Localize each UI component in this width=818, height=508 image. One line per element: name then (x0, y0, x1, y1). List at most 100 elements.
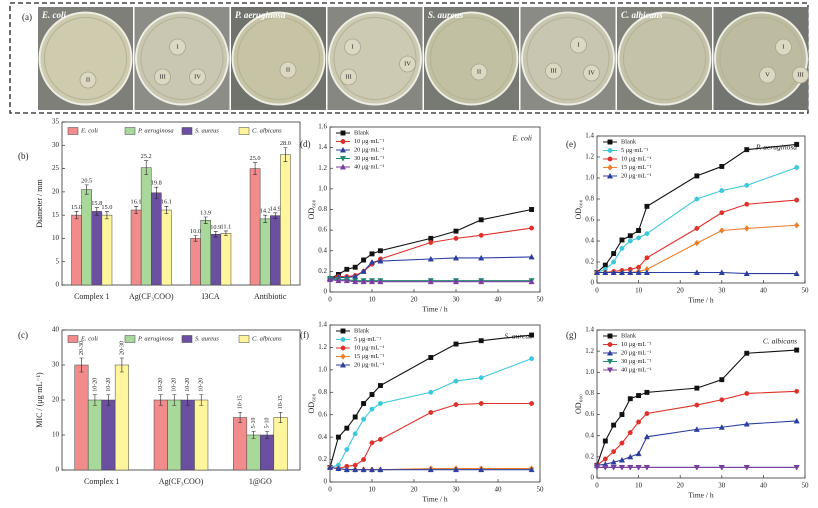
marker (360, 278, 367, 285)
marker (528, 466, 535, 473)
disc (792, 66, 809, 84)
bar (249, 168, 261, 286)
panel-label: (a) (22, 12, 32, 22)
legend-marker (339, 361, 347, 368)
marker (427, 278, 434, 285)
legend-marker (339, 146, 347, 153)
annotation: E. coli (511, 134, 532, 143)
y-tick-label: 1.4 (585, 326, 594, 334)
disc-label: III (159, 73, 166, 80)
x-tick-label: 0 (328, 296, 332, 304)
marker (593, 464, 601, 471)
y-tick-label: 0.4 (318, 433, 327, 441)
error-bar (213, 231, 218, 238)
y-tick-label: 5 (56, 257, 60, 265)
plot-frame (61, 121, 301, 286)
value-label: 28.0 (280, 140, 291, 147)
petri-inner (140, 17, 224, 100)
marker (369, 392, 375, 397)
marker (619, 440, 625, 446)
series-line (597, 224, 797, 274)
marker (694, 239, 700, 247)
marker (478, 338, 484, 344)
bar (71, 214, 82, 286)
disc-label: V (765, 71, 770, 78)
y-tick-label: 0.6 (585, 216, 594, 224)
marker (793, 464, 800, 471)
marker (369, 406, 375, 412)
marker (794, 388, 800, 394)
marker (602, 438, 608, 444)
marker (529, 401, 535, 406)
legend-label: 5 μg·mL⁻¹ (354, 336, 381, 343)
marker (352, 264, 358, 270)
plot-frame (596, 329, 806, 479)
marker (694, 385, 700, 391)
disc (583, 64, 600, 82)
marker (619, 412, 625, 418)
x-tick-label: Antibiotic (254, 292, 287, 301)
x-tick-label: 30 (718, 287, 726, 295)
legend-marker (606, 359, 614, 365)
marker (452, 254, 460, 261)
value-label: 10-20 (172, 378, 178, 392)
y-tick-label: 0.8 (318, 205, 327, 213)
marker (618, 456, 626, 463)
x-tick-label: 10 (635, 287, 643, 295)
x-tick-label: 20 (411, 486, 419, 494)
marker (719, 397, 725, 403)
y-tick-label: 0.8 (585, 195, 594, 203)
value-label: 10-15 (278, 395, 284, 409)
marker (368, 278, 376, 285)
bar (167, 399, 182, 471)
marker (453, 378, 459, 384)
bar (273, 417, 288, 471)
petri-dish (521, 11, 615, 106)
legend-label: Blank (354, 327, 370, 334)
marker (744, 350, 750, 356)
marker (611, 422, 617, 428)
y-tick-label: 1.0 (585, 174, 594, 182)
legend-swatch (238, 335, 250, 343)
error-bar (119, 357, 124, 373)
petri-dish (714, 11, 808, 106)
y-tick-label: 1.0 (318, 365, 327, 373)
organism-label: S. aureus (428, 10, 464, 20)
y-tick-label: 1.2 (318, 164, 327, 172)
marker (610, 464, 617, 471)
petri-dish (617, 11, 712, 106)
x-tick-label: 20 (677, 287, 685, 295)
value-label: 11.1 (221, 223, 232, 230)
y-axis-title: OD₆₀₀ (574, 394, 583, 414)
marker (453, 235, 459, 241)
error-bar (79, 357, 84, 373)
marker (361, 416, 367, 422)
petri-inner (430, 17, 513, 100)
marker (377, 466, 384, 473)
marker (636, 235, 642, 241)
marker (352, 414, 358, 420)
marker (644, 411, 650, 416)
marker (478, 232, 484, 238)
x-axis-title: Time / h (688, 491, 713, 500)
x-tick-label: 50 (802, 482, 810, 490)
y-tick-label: 1.4 (318, 143, 327, 151)
petri-inner (526, 17, 610, 100)
y-tick-label: 0 (591, 474, 595, 482)
marker (427, 466, 434, 473)
marker (744, 390, 750, 396)
bar (220, 233, 232, 286)
marker (361, 257, 367, 263)
legend-marker (606, 367, 614, 374)
marker (636, 228, 642, 233)
y-tick-label: 20 (52, 187, 60, 195)
y-tick-label: 1.2 (585, 347, 594, 355)
error-bar (283, 147, 288, 162)
marker (694, 225, 700, 231)
bar (180, 399, 195, 471)
series-line (329, 227, 532, 280)
error-bar (251, 431, 256, 439)
marker (744, 147, 750, 153)
y-tick-label: 0.4 (585, 431, 594, 439)
y-tick-label: 1.6 (318, 123, 327, 131)
